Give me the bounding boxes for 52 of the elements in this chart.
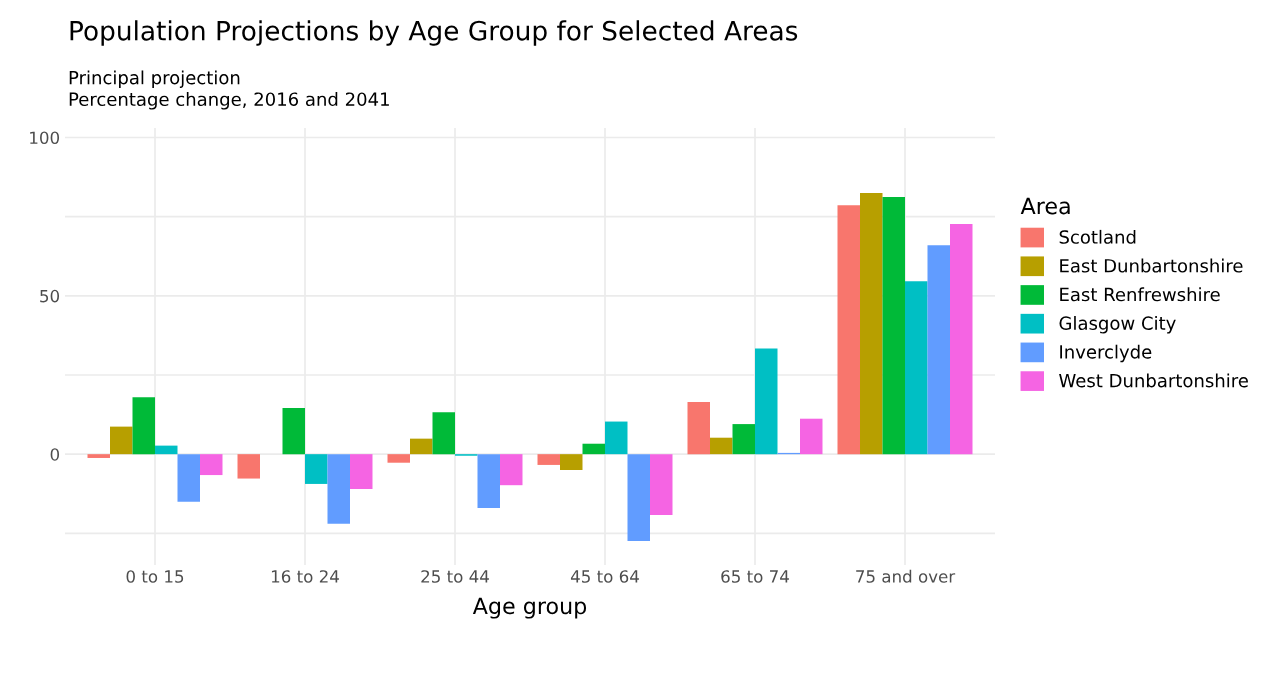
x-tick-label: 45 to 64 — [570, 570, 639, 583]
bar — [500, 454, 523, 486]
legend-title: Area — [1020, 197, 1070, 215]
legend-label: East Renfrewshire — [1060, 287, 1220, 302]
chart-subtitle: Principal projection Percentage change, 2016 and 2041 — [69, 70, 389, 110]
bar — [282, 407, 305, 455]
x-tick-label: 65 to 74 — [721, 570, 789, 583]
bar — [237, 454, 260, 479]
bar — [537, 454, 560, 465]
legend-label: Scotland — [1059, 229, 1136, 244]
bar — [687, 401, 710, 455]
x-tick-label: 25 to 44 — [421, 570, 489, 583]
bar — [155, 445, 178, 455]
bar — [200, 454, 223, 476]
bar — [882, 197, 905, 455]
bar — [410, 438, 433, 455]
bar — [177, 454, 200, 502]
y-tick-label: 100 — [30, 131, 60, 145]
bar — [905, 281, 928, 455]
bar — [327, 454, 350, 524]
bar — [732, 424, 755, 455]
bar — [305, 454, 328, 484]
bar — [710, 437, 733, 455]
bar — [387, 454, 410, 463]
bar — [860, 192, 883, 455]
bar — [582, 443, 605, 455]
x-tick-label: 75 and over — [856, 569, 956, 583]
legend-label: East Dunbartonshire — [1060, 258, 1243, 273]
y-tick-label: 50 — [40, 289, 60, 303]
y-tick-label: 0 — [50, 448, 60, 461]
bar — [650, 454, 673, 515]
x-axis-title: Age group — [472, 597, 587, 619]
bar — [800, 418, 823, 455]
x-tick-label: 16 to 24 — [271, 570, 339, 583]
bar — [477, 454, 500, 508]
bar — [110, 426, 133, 455]
bar — [350, 454, 373, 489]
bar — [132, 397, 155, 455]
bar — [605, 421, 628, 455]
legend-label: Glasgow City — [1059, 316, 1176, 334]
bar — [627, 454, 650, 541]
bar — [950, 223, 973, 455]
legend-label: Inverclyde — [1060, 344, 1152, 363]
bar — [432, 412, 455, 455]
bar — [837, 205, 860, 455]
chart-title: Population Projections by Age Group for Selected Areas — [70, 20, 798, 46]
bar — [755, 348, 778, 455]
bar — [560, 454, 583, 470]
x-tick-label: 0 to 15 — [126, 570, 184, 583]
bar — [87, 454, 110, 458]
legend-label: West Dunbartonshire — [1059, 373, 1248, 388]
bar — [927, 245, 950, 455]
